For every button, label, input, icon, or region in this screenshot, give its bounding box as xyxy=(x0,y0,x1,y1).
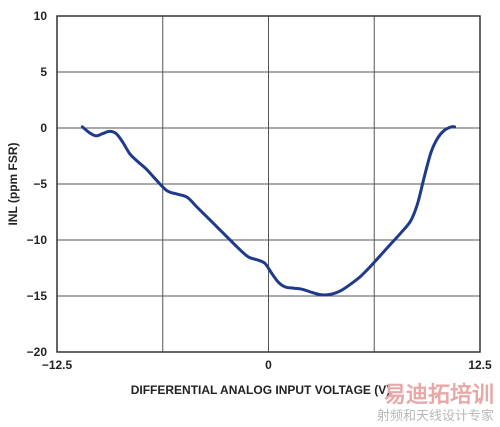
x-tick-label: −12.5 xyxy=(42,358,73,372)
y-tick-label: 10 xyxy=(34,9,48,23)
y-tick-label: −10 xyxy=(27,233,48,247)
x-tick-label: 0 xyxy=(265,358,272,372)
y-tick-label: 5 xyxy=(40,65,47,79)
y-tick-label: −5 xyxy=(33,177,47,191)
x-axis-label: DIFFERENTIAL ANALOG INPUT VOLTAGE (V) xyxy=(131,383,391,397)
y-tick-label: 0 xyxy=(40,121,47,135)
y-tick-label: −15 xyxy=(27,289,48,303)
inl-series-line xyxy=(80,125,457,297)
x-tick-label: 12.5 xyxy=(468,358,492,372)
x-tick-labels: −12.5 0 12.5 xyxy=(42,358,492,372)
y-tick-label: −20 xyxy=(27,345,48,359)
watermark-subtitle: 射频和天线设计专家 xyxy=(377,408,494,424)
plot-frame xyxy=(56,15,481,353)
y-tick-labels: 10 5 0 −5 −10 −15 −20 xyxy=(27,9,48,359)
y-axis-label: INL (ppm FSR) xyxy=(6,142,20,225)
watermark-title: 易迪拓培训 xyxy=(384,382,494,408)
grid xyxy=(56,15,481,353)
